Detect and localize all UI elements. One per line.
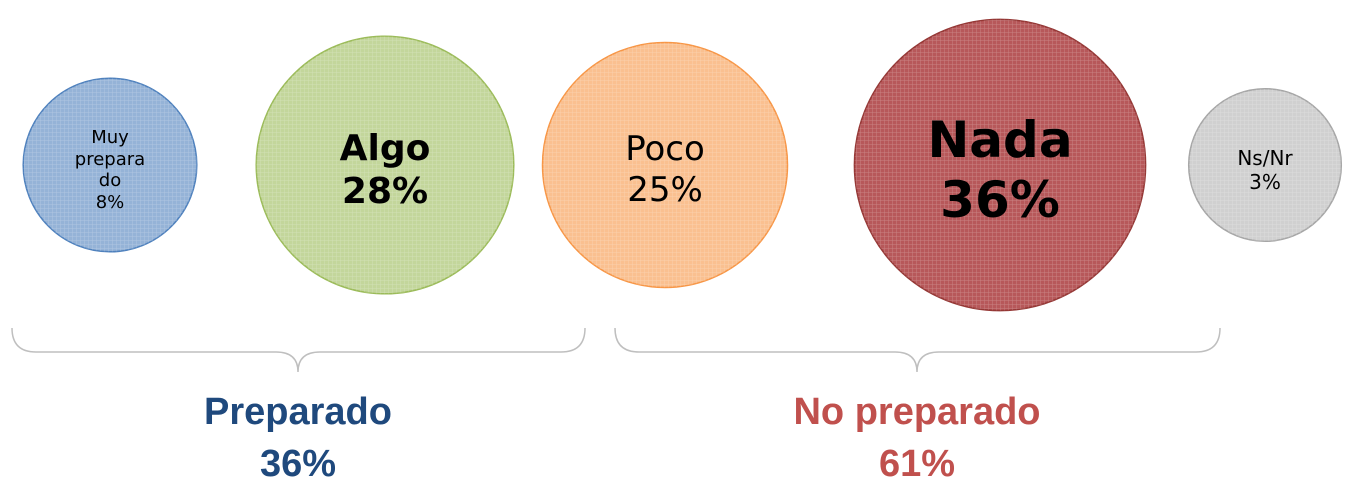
brace	[614, 327, 1221, 373]
category-label: Poco	[625, 129, 705, 170]
category-label: Ns/Nr	[1237, 146, 1293, 170]
brace	[11, 327, 586, 373]
bubble-texture	[1188, 88, 1342, 242]
group-name: Preparado	[204, 391, 392, 433]
bubble-texture	[256, 36, 514, 294]
value-label: 36%	[940, 171, 1060, 229]
bubble-texture	[23, 78, 197, 252]
group-label: Preparado 36%	[204, 386, 392, 490]
group-value: 61%	[878, 443, 956, 485]
bubble-texture	[542, 42, 788, 288]
bubble-texture	[854, 19, 1146, 311]
bubble-label: Muy preparado 8%	[72, 127, 148, 213]
value-label: 25%	[627, 170, 703, 210]
group-value: 36%	[259, 443, 337, 485]
category-label: Nada	[927, 111, 1073, 169]
bubble-label: Nada 36%	[880, 110, 1120, 230]
group-name: No preparado	[793, 391, 1041, 433]
value-label: 28%	[341, 171, 429, 212]
bubble-label: Poco 25%	[565, 129, 765, 211]
group-label: No preparado 61%	[793, 386, 1040, 490]
bubble-label: Algo 28%	[285, 127, 485, 213]
value-label: 3%	[1249, 170, 1281, 194]
category-label: Algo	[339, 127, 431, 169]
category-label: Muy preparado	[74, 126, 146, 191]
value-label: 8%	[95, 191, 125, 213]
bubble-label: Ns/Nr 3%	[1205, 146, 1325, 194]
